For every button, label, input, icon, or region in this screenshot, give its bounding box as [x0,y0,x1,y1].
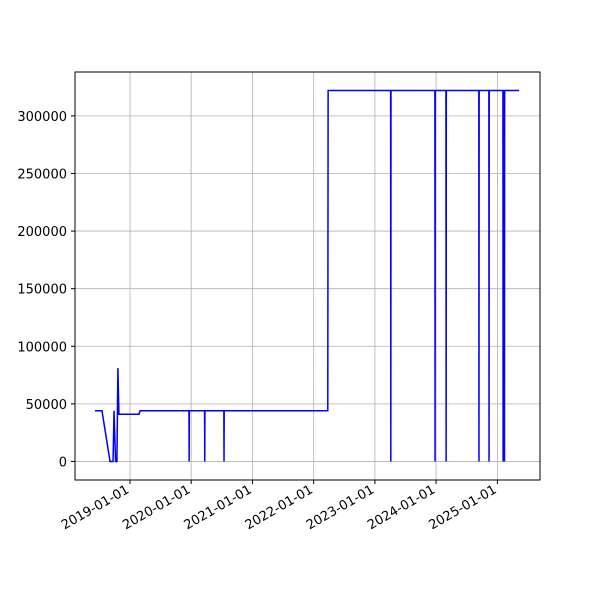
y-tick-label: 100000 [17,340,67,355]
y-tick-label: 300000 [17,110,67,125]
plot-frame [74,71,541,481]
y-tick-label: 150000 [17,283,67,298]
y-tick-label: 50000 [26,398,67,413]
y-tick-label: 250000 [17,167,67,182]
y-tick-label: 0 [59,455,67,470]
y-tick-label: 200000 [17,225,67,240]
data-line [94,89,520,463]
